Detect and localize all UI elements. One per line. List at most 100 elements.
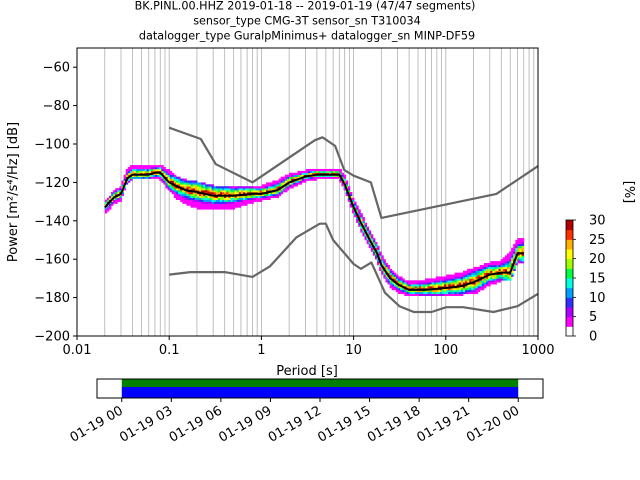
histogram-cell <box>194 203 198 206</box>
histogram-cell <box>297 180 300 183</box>
histogram-cell <box>226 188 229 191</box>
histogram-cell <box>412 282 416 285</box>
histogram-cell <box>404 291 407 295</box>
histogram-cell <box>385 264 388 268</box>
histogram-cell <box>383 274 386 277</box>
histogram-cell <box>521 249 525 252</box>
histogram-cell <box>194 201 198 204</box>
histogram-cell <box>408 280 411 283</box>
histogram-cell <box>104 211 108 214</box>
histogram-cell <box>167 172 171 176</box>
histogram-cell <box>502 272 506 275</box>
histogram-cell <box>257 199 261 202</box>
histogram-cell <box>498 280 502 283</box>
histogram-cell <box>178 197 181 200</box>
histogram-cell <box>402 289 405 293</box>
histogram-cell <box>356 205 359 208</box>
histogram-cell <box>477 288 481 291</box>
histogram-cell <box>230 203 233 206</box>
histogram-cell <box>467 288 470 291</box>
histogram-cell <box>486 264 489 268</box>
histogram-cell <box>486 278 489 281</box>
histogram-cell <box>312 178 315 181</box>
histogram-cell <box>517 241 520 245</box>
colorbar-segment <box>566 237 573 240</box>
noise-model-line <box>169 222 539 314</box>
histogram-cell <box>190 193 194 197</box>
histogram-cell <box>425 284 428 287</box>
histogram-cell <box>201 201 204 204</box>
timeline-tick-label: 01-20 00 <box>464 403 522 445</box>
histogram-cell <box>188 195 192 199</box>
histogram-cell <box>504 266 508 270</box>
histogram-cell <box>471 286 474 289</box>
timeline-tick-label: 01-19 09 <box>216 403 274 445</box>
histogram-cell <box>324 174 328 177</box>
histogram-cell <box>274 188 277 191</box>
histogram-cell <box>178 182 181 185</box>
histogram-cell <box>423 286 426 289</box>
histogram-cell <box>414 280 418 283</box>
histogram-cell <box>458 272 462 275</box>
histogram-cell <box>129 167 133 170</box>
histogram-cell <box>136 167 139 170</box>
histogram-cell <box>266 195 269 199</box>
histogram-cell <box>475 278 479 281</box>
histogram-cell <box>412 286 416 289</box>
histogram-cell <box>111 195 114 199</box>
histogram-cell <box>364 234 368 237</box>
histogram-cell <box>159 165 162 168</box>
histogram-cell <box>513 268 516 272</box>
plot-area <box>76 47 539 337</box>
histogram-cell <box>404 280 407 283</box>
histogram-cell <box>157 168 160 172</box>
histogram-cell <box>255 186 259 189</box>
histogram-cell <box>234 197 238 200</box>
histogram-cell <box>192 192 196 195</box>
histogram-cell <box>190 186 194 189</box>
histogram-cell <box>213 192 217 195</box>
histogram-cell <box>228 186 231 189</box>
colorbar-segment <box>566 322 573 325</box>
histogram-cell <box>492 280 495 283</box>
histogram-cell <box>444 284 447 287</box>
histogram-cell <box>146 167 150 170</box>
histogram-cell <box>282 190 286 193</box>
histogram-cell <box>506 274 510 277</box>
histogram-cell <box>261 197 265 200</box>
histogram-cell <box>391 272 395 275</box>
histogram-cell <box>207 201 210 204</box>
histogram-cell <box>517 249 520 252</box>
histogram-cell <box>372 253 376 256</box>
histogram-cell <box>186 182 189 185</box>
histogram-cell <box>253 197 256 200</box>
histogram-cell <box>324 168 328 172</box>
histogram-cell <box>251 186 254 189</box>
histogram-cell <box>496 266 499 270</box>
histogram-cell <box>496 261 499 264</box>
histogram-cell <box>312 168 315 172</box>
histogram-cell <box>454 291 458 295</box>
histogram-cell <box>119 186 122 189</box>
histogram-cell <box>272 188 275 191</box>
histogram-cell <box>341 172 344 176</box>
histogram-cell <box>140 168 143 172</box>
histogram-cell <box>127 167 131 170</box>
histogram-cell <box>322 168 326 172</box>
histogram-cell <box>431 284 435 287</box>
histogram-cell <box>224 201 227 204</box>
histogram-cell <box>454 276 458 279</box>
histogram-cell <box>398 288 401 291</box>
histogram-cell <box>108 195 112 199</box>
histogram-cell <box>368 232 372 235</box>
histogram-cell <box>506 257 510 260</box>
histogram-cell <box>249 199 252 202</box>
histogram-cell <box>483 286 487 289</box>
histogram-cell <box>142 176 145 179</box>
histogram-cell <box>188 201 192 204</box>
histogram-cell <box>299 178 303 181</box>
histogram-cell <box>511 268 514 272</box>
histogram-cell <box>349 203 353 206</box>
histogram-cell <box>418 286 422 289</box>
histogram-cell <box>232 199 236 202</box>
